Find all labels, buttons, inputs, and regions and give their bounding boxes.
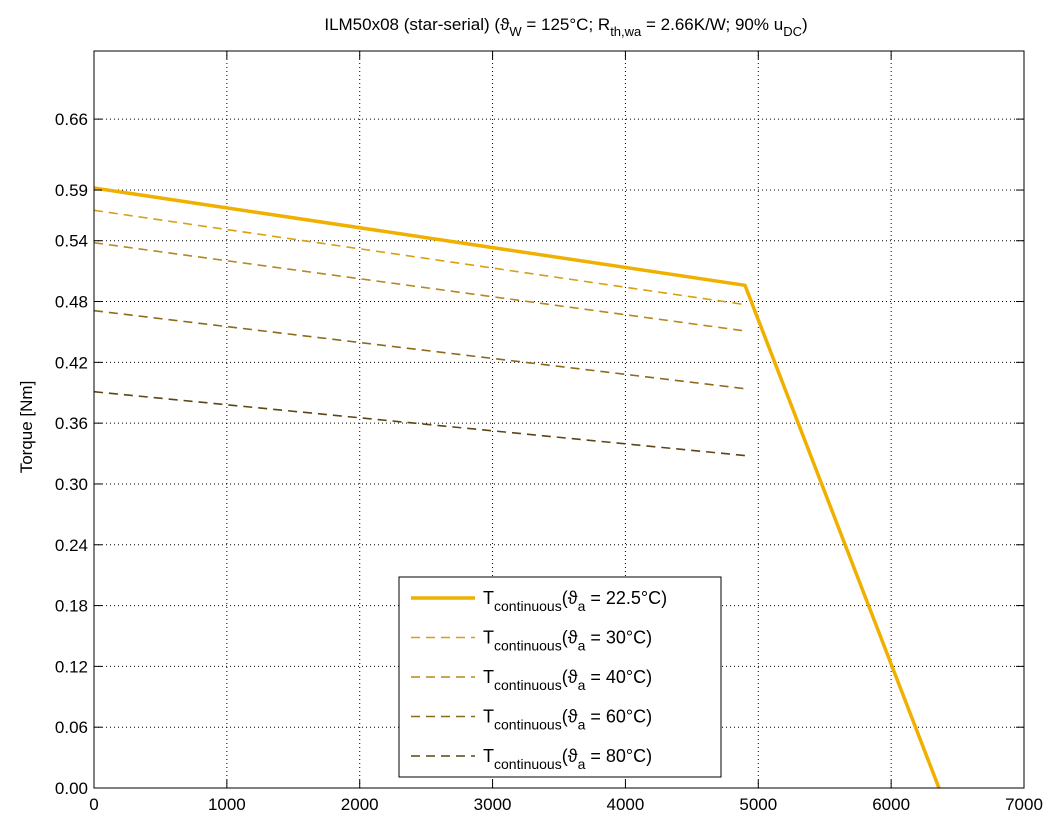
legend-open-paren: (: [562, 746, 568, 766]
x-tick-label: 0: [89, 795, 98, 814]
legend-temperature: = 60°C): [585, 707, 652, 727]
y-tick-label: 0.42: [55, 353, 88, 372]
series-line: [93, 241, 746, 332]
legend-temperature: = 40°C): [585, 667, 652, 687]
x-tick-label: 2000: [341, 795, 379, 814]
title-subscript-dc: DC: [783, 24, 802, 39]
legend-subscript-continuous: continuous: [494, 756, 562, 772]
legend-subscript-a: a: [578, 598, 586, 614]
x-tick-label: 4000: [607, 795, 645, 814]
x-tick-labels: 0 1000 2000 3000 4000 5000 6000 7000: [89, 795, 1043, 814]
legend-theta-symbol: ϑ: [568, 707, 578, 727]
y-tick-label: 0.59: [55, 181, 88, 200]
x-tick-label: 1000: [208, 795, 246, 814]
legend-subscript-continuous: continuous: [494, 677, 562, 693]
series-line: [93, 186, 941, 789]
legend-theta-symbol: ϑ: [568, 746, 578, 766]
title-subscript-th: th,wa: [610, 24, 642, 39]
legend-subscript-continuous: continuous: [494, 638, 562, 654]
legend-entry-label: Tcontinuous(ϑa = 22.5°C): [483, 588, 667, 614]
chart-title: ILM50x08 (star-serial) (ϑW = 125°C; Rth,…: [324, 15, 807, 39]
title-main: ILM50x08 (star-serial) (: [324, 15, 500, 34]
legend-entry-label: Tcontinuous(ϑa = 80°C): [483, 746, 652, 772]
y-tick-label: 0.54: [55, 232, 88, 251]
legend-symbol-t: T: [483, 746, 494, 766]
series-line: [93, 309, 746, 390]
title-part2: = 125°C; R: [522, 15, 611, 34]
legend-open-paren: (: [562, 628, 568, 648]
legend-open-paren: (: [562, 707, 568, 727]
legend-box: [398, 576, 722, 778]
legend-temperature: = 30°C): [585, 628, 652, 648]
y-tick-label: 0.18: [55, 597, 88, 616]
legend-subscript-a: a: [578, 756, 586, 772]
y-tick-label: 0.66: [55, 110, 88, 129]
legend-theta-symbol: ϑ: [568, 628, 578, 648]
axis-ticks: [93, 51, 1025, 789]
legend-theta-symbol: ϑ: [568, 667, 578, 687]
y-tick-label: 0.00: [55, 779, 88, 798]
title-subscript-w: W: [509, 24, 522, 39]
plot-area-border: [93, 50, 1025, 789]
legend-entry-label: Tcontinuous(ϑa = 60°C): [483, 707, 652, 733]
legend-entry-label: Tcontinuous(ϑa = 30°C): [483, 628, 652, 654]
y-axis-label: Torque [Nm]: [17, 381, 36, 474]
legend-temperature: = 80°C): [585, 746, 652, 766]
legend-subscript-continuous: continuous: [494, 717, 562, 733]
x-tick-label: 6000: [872, 795, 910, 814]
legend-subscript-a: a: [578, 638, 586, 654]
y-tick-label: 0.48: [55, 293, 88, 312]
legend-subscript-a: a: [578, 677, 586, 693]
x-tick-label: 5000: [739, 795, 777, 814]
series-layer: [93, 186, 941, 789]
x-tick-label: 3000: [474, 795, 512, 814]
y-tick-label: 0.30: [55, 475, 88, 494]
y-tick-label: 0.24: [55, 536, 88, 555]
legend-symbol-t: T: [483, 667, 494, 687]
legend: Tcontinuous(ϑa = 22.5°C)Tcontinuous(ϑa =…: [398, 576, 722, 778]
series-line: [93, 209, 746, 306]
title-part3: = 2.66K/W; 90% u: [641, 15, 783, 34]
legend-theta-symbol: ϑ: [568, 588, 578, 608]
legend-entry-label: Tcontinuous(ϑa = 40°C): [483, 667, 652, 693]
y-tick-label: 0.06: [55, 718, 88, 737]
y-tick-label: 0.12: [55, 657, 88, 676]
legend-open-paren: (: [562, 588, 568, 608]
legend-symbol-t: T: [483, 628, 494, 648]
title-part4: ): [802, 15, 808, 34]
legend-symbol-t: T: [483, 707, 494, 727]
legend-subscript-continuous: continuous: [494, 598, 562, 614]
title-theta-symbol: ϑ: [500, 15, 510, 34]
series-line: [93, 390, 746, 457]
legend-open-paren: (: [562, 667, 568, 687]
x-tick-label: 7000: [1005, 795, 1043, 814]
legend-symbol-t: T: [483, 588, 494, 608]
y-tick-label: 0.36: [55, 414, 88, 433]
legend-temperature: = 22.5°C): [585, 588, 667, 608]
y-tick-labels: 0.00 0.06 0.12 0.18 0.24 0.30 0.36 0.42 0.48 0.54…: [55, 110, 88, 798]
legend-subscript-a: a: [578, 717, 586, 733]
